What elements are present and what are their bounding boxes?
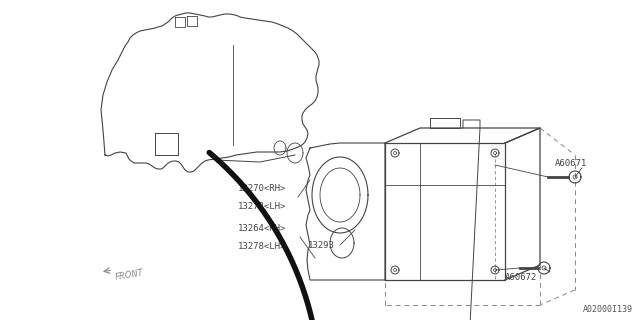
Text: 13270<RH>: 13270<RH> <box>238 184 286 193</box>
Text: A60671: A60671 <box>555 158 588 167</box>
Text: FRONT: FRONT <box>115 268 145 282</box>
Text: 13278<LH>: 13278<LH> <box>238 242 286 251</box>
Text: 13293: 13293 <box>308 241 335 250</box>
Text: 13264<RH>: 13264<RH> <box>238 224 286 233</box>
Text: A60672: A60672 <box>505 274 537 283</box>
Text: A02000I139: A02000I139 <box>583 305 633 314</box>
Text: 13272<LH>: 13272<LH> <box>238 202 286 211</box>
